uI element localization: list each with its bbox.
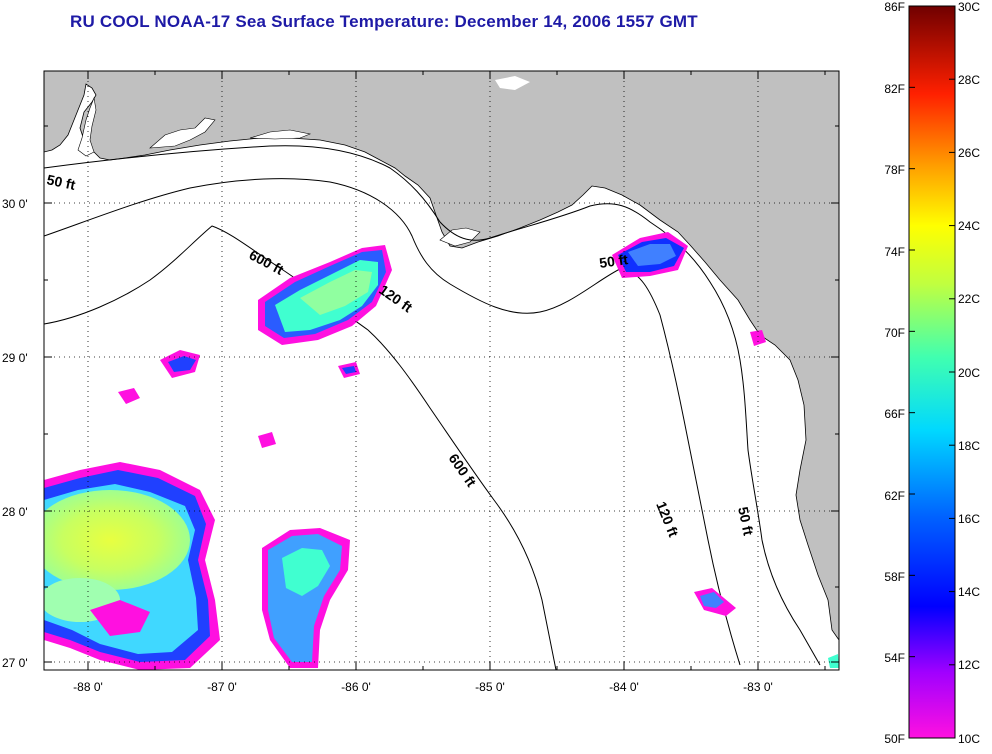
latitude-labels: 30 0' 29 0' 28 0' 27 0' <box>2 197 28 670</box>
colorbar-c-label: 12C <box>958 658 980 672</box>
colorbar-f-label: 70F <box>884 326 905 340</box>
lon-label: -85 0' <box>475 680 505 694</box>
colorbar-c-label: 18C <box>958 439 980 453</box>
colorbar-c-label: 16C <box>958 512 980 526</box>
lon-label: -88 0' <box>73 680 103 694</box>
map-area <box>44 71 839 670</box>
sst-region-central-south <box>262 528 350 668</box>
axis-ticks <box>44 71 839 670</box>
isobath-label: 50 ft <box>45 171 77 193</box>
colorbar: 86F 82F 78F 74F 70F 66F 62F 58F 54F 50F … <box>884 0 980 746</box>
lon-label: -86 0' <box>341 680 371 694</box>
pensacola-bay <box>149 117 216 149</box>
colorbar-c-label: 22C <box>958 292 980 306</box>
colorbar-c-label: 26C <box>958 146 980 160</box>
colorbar-f-label: 82F <box>884 82 905 96</box>
sst-region-southwest <box>44 462 220 670</box>
colorbar-fahrenheit-labels: 86F 82F 78F 74F 70F 66F 62F 58F 54F 50F <box>884 0 905 746</box>
choctaw-bay <box>249 129 312 140</box>
colorbar-f-label: 50F <box>884 732 905 746</box>
colorbar-f-label: 78F <box>884 163 905 177</box>
lon-label: -83 0' <box>743 680 773 694</box>
lon-label: -84 0' <box>609 680 639 694</box>
colorbar-f-label: 86F <box>884 0 905 14</box>
colorbar-f-label: 54F <box>884 651 905 665</box>
mobile-bay <box>77 96 97 157</box>
colorbar-gradient <box>909 6 955 738</box>
lat-label: 30 0' <box>2 197 28 211</box>
colorbar-ticks <box>909 5 955 739</box>
isobath-label: 50 ft <box>735 505 757 537</box>
isobath-600ft <box>44 225 557 670</box>
isobath-50ft <box>44 145 821 666</box>
colorbar-f-label: 58F <box>884 570 905 584</box>
map-frame <box>43 70 840 671</box>
colorbar-c-label: 14C <box>958 585 980 599</box>
lat-label: 28 0' <box>2 505 28 519</box>
colorbar-celsius-labels: 30C 28C 26C 24C 22C 20C 18C 16C 14C 12C … <box>958 0 980 746</box>
lat-label: 29 0' <box>2 351 28 365</box>
colorbar-f-label: 74F <box>884 245 905 259</box>
colorbar-f-label: 66F <box>884 407 905 421</box>
page-title: RU COOL NOAA-17 Sea Surface Temperature:… <box>70 12 698 31</box>
sst-region-bigbend <box>612 232 688 278</box>
colorbar-c-label: 28C <box>958 73 980 87</box>
lon-label: -87 0' <box>207 680 237 694</box>
colorbar-f-label: 62F <box>884 489 905 503</box>
colorbar-c-label: 10C <box>958 732 980 746</box>
inland-lake <box>495 76 530 90</box>
colorbar-c-label: 30C <box>958 0 980 14</box>
isobath-120ft <box>44 178 741 666</box>
colorbar-c-label: 20C <box>958 366 980 380</box>
colorbar-c-label: 24C <box>958 219 980 233</box>
isobath-label: 50 ft <box>598 251 629 271</box>
land-gulf-coast <box>44 71 839 641</box>
longitude-labels: -88 0' -87 0' -86 0' -85 0' -84 0' -83 0… <box>73 680 773 694</box>
sst-region-northwest <box>258 245 392 345</box>
lat-label: 27 0' <box>2 656 28 670</box>
